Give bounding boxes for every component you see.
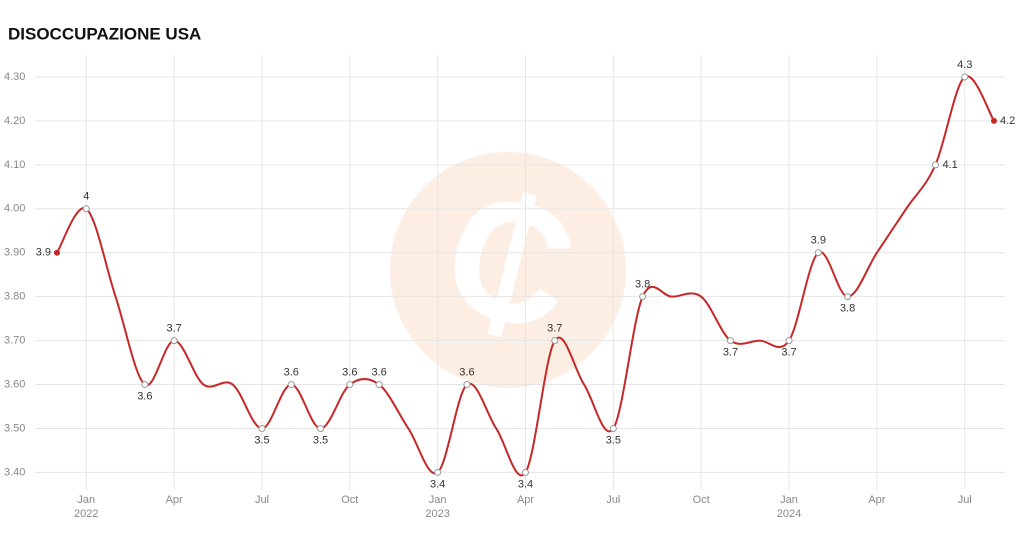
point: [726, 337, 734, 345]
data-label: 3.8: [840, 303, 855, 315]
data-label: 3.7: [547, 323, 562, 335]
data-label: 3.6: [137, 390, 152, 402]
y-tick-label: 4.10: [4, 159, 25, 171]
data-label: 3.5: [254, 434, 269, 446]
point: [785, 337, 793, 345]
x-tick-year: 2022: [74, 508, 98, 520]
data-label: 3.4: [518, 478, 533, 490]
point: [258, 424, 266, 432]
y-tick-label: 3.40: [4, 466, 25, 478]
x-tick-label: Oct: [693, 494, 710, 506]
point: [609, 424, 617, 432]
data-label: 3.6: [284, 366, 299, 378]
point: [551, 337, 559, 345]
data-label: 4.1: [942, 159, 957, 171]
y-tick-label: 4.30: [4, 71, 25, 83]
x-tick-year: 2023: [425, 508, 449, 520]
point: [375, 381, 383, 389]
x-tick-label: Jan: [780, 494, 798, 506]
data-label: 4.2: [1000, 115, 1015, 127]
x-tick-label: Jul: [255, 494, 269, 506]
data-label: 3.9: [36, 247, 51, 259]
data-label: 3.9: [811, 235, 826, 247]
y-tick-label: 3.90: [4, 247, 25, 259]
data-label: 3.4: [430, 478, 445, 490]
point: [844, 293, 852, 301]
data-label: 3.5: [313, 434, 328, 446]
point: [141, 381, 149, 389]
y-tick-label: 3.80: [4, 291, 25, 303]
data-label: 4: [83, 191, 89, 203]
x-tick-label: Jan: [77, 494, 95, 506]
x-tick-label: Apr: [868, 494, 885, 506]
x-tick-label: Jul: [958, 494, 972, 506]
data-label: 3.6: [371, 366, 386, 378]
point: [961, 73, 969, 81]
watermark: ₵: [390, 152, 626, 388]
point: [54, 249, 60, 256]
x-tick-label: Jul: [606, 494, 620, 506]
y-tick-label: 3.50: [4, 422, 25, 434]
data-label: 4.3: [957, 59, 972, 71]
point: [434, 468, 442, 476]
point: [522, 468, 529, 476]
data-label: 3.7: [781, 347, 796, 359]
chart-title: DISOCCUPAZIONE USA: [8, 24, 201, 43]
y-tick-label: 4.20: [4, 115, 25, 127]
point: [463, 381, 471, 389]
x-tick-label: Oct: [341, 494, 358, 506]
point: [639, 293, 647, 301]
point: [814, 249, 822, 257]
data-label: 3.6: [342, 366, 357, 378]
x-tick-label: Jan: [429, 494, 447, 506]
data-label: 3.6: [459, 366, 474, 378]
data-label: 3.7: [723, 347, 738, 359]
y-tick-label: 3.70: [4, 335, 25, 347]
data-label: 3.7: [166, 323, 181, 335]
point: [170, 337, 178, 345]
y-tick-label: 4.00: [4, 203, 25, 215]
point: [317, 424, 325, 432]
data-label: 3.5: [606, 434, 621, 446]
y-tick-label: 3.60: [4, 378, 25, 390]
x-tick-label: Apr: [517, 494, 534, 506]
point: [991, 117, 997, 124]
point: [346, 381, 354, 389]
data-label: 3.8: [635, 279, 650, 291]
point: [931, 161, 939, 169]
x-tick-label: Apr: [166, 494, 183, 506]
x-tick-year: 2024: [777, 508, 801, 520]
point: [287, 381, 295, 389]
point: [82, 205, 90, 213]
